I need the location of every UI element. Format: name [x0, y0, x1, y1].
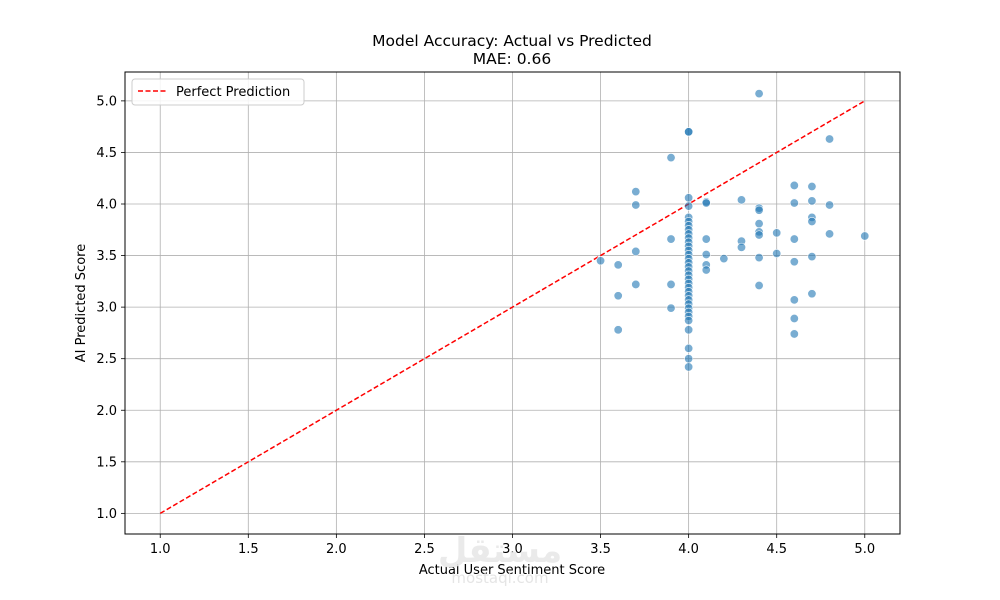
- scatter-point: [666, 234, 676, 244]
- scatter-point: [613, 260, 623, 270]
- legend: Perfect Prediction: [131, 78, 305, 106]
- scatter-point: [666, 153, 676, 163]
- y-tick-label: 4.5: [96, 146, 117, 161]
- scatter-point: [807, 196, 817, 206]
- watermark-logo: مستقل: [438, 531, 562, 571]
- y-tick-label: 1.0: [96, 507, 117, 522]
- y-tick-label: 2.0: [96, 404, 117, 419]
- x-tick-label: 5.0: [854, 542, 875, 557]
- scatter-point: [736, 195, 746, 205]
- scatter-point: [684, 343, 694, 353]
- scatter-point: [754, 219, 764, 229]
- x-axis-label: Actual User Sentiment Score: [419, 563, 605, 578]
- y-tick-label: 1.5: [96, 455, 117, 470]
- scatter-point: [754, 89, 764, 99]
- scatter-point: [631, 279, 641, 289]
- chart-subtitle: MAE: 0.66: [473, 50, 551, 68]
- watermark: مستقل mostaql.com: [438, 531, 562, 587]
- scatter-point: [754, 230, 764, 240]
- scatter-point: [736, 242, 746, 252]
- scatter-point: [684, 354, 694, 364]
- scatter-point: [807, 289, 817, 299]
- legend-label-perfect-prediction: Perfect Prediction: [176, 85, 290, 100]
- scatter-point: [754, 205, 764, 215]
- scatter-point: [772, 249, 782, 259]
- scatter-point: [772, 228, 782, 238]
- legend-box: [131, 78, 305, 106]
- scatter-point: [701, 234, 711, 244]
- x-tick-label: 2.0: [326, 542, 347, 557]
- scatter-point: [754, 280, 764, 290]
- scatter-point: [789, 180, 799, 190]
- x-tick-label: 4.5: [766, 542, 787, 557]
- scatter-point: [613, 325, 623, 335]
- y-axis-ticks: 1.0 1.5 2.0 2.5 3.0 3.5 4.0 4.5 5.0: [96, 94, 125, 522]
- scatter-point: [825, 134, 835, 144]
- y-axis-label: AI Predicted Score: [74, 244, 89, 362]
- scatter-point: [613, 291, 623, 301]
- scatter-point: [789, 313, 799, 323]
- scatter-point: [631, 187, 641, 197]
- scatter-point: [631, 200, 641, 210]
- scatter-point: [701, 250, 711, 260]
- scatter-point: [789, 234, 799, 244]
- scatter-point: [684, 316, 694, 326]
- scatter-point: [684, 193, 694, 203]
- scatter-point: [666, 303, 676, 313]
- scatter-point: [825, 229, 835, 239]
- x-axis-ticks: 1.0 1.5 2.0 2.5 3.0 3.5 4.0 4.5 5.0: [150, 534, 875, 557]
- watermark-text: mostaql.com: [451, 569, 548, 587]
- scatter-point: [684, 362, 694, 372]
- x-tick-label: 3.0: [502, 542, 523, 557]
- scatter-point: [807, 217, 817, 227]
- scatter-point: [684, 201, 694, 211]
- y-tick-label: 3.5: [96, 249, 117, 264]
- x-tick-label: 3.5: [590, 542, 611, 557]
- y-tick-label: 5.0: [96, 94, 117, 109]
- scatter-point: [789, 257, 799, 267]
- scatter-point: [684, 127, 694, 137]
- scatter-point: [684, 325, 694, 335]
- scatter-point: [807, 252, 817, 262]
- scatter-point: [596, 256, 606, 266]
- scatter-point: [701, 198, 711, 208]
- x-tick-label: 1.5: [238, 542, 259, 557]
- scatter-point: [860, 231, 870, 241]
- reference-line-layer: [159, 100, 866, 515]
- scatter-point: [701, 265, 711, 275]
- scatter-point: [631, 246, 641, 256]
- x-tick-label: 2.5: [414, 542, 435, 557]
- scatter-point: [807, 181, 817, 191]
- scatter-point: [719, 254, 729, 264]
- scatter-point: [754, 253, 764, 263]
- x-tick-label: 4.0: [678, 542, 699, 557]
- scatter-point: [789, 198, 799, 208]
- scatter-point: [789, 329, 799, 339]
- scatter-point: [666, 279, 676, 289]
- y-tick-label: 4.0: [96, 198, 117, 213]
- y-tick-label: 3.0: [96, 301, 117, 316]
- y-tick-label: 2.5: [96, 352, 117, 367]
- chart-title: Model Accuracy: Actual vs Predicted: [372, 32, 652, 50]
- x-tick-label: 1.0: [150, 542, 171, 557]
- scatter-point: [825, 200, 835, 210]
- scatter-point: [789, 295, 799, 305]
- perfect-prediction-line: [159, 100, 866, 515]
- scatter-points: [596, 89, 870, 372]
